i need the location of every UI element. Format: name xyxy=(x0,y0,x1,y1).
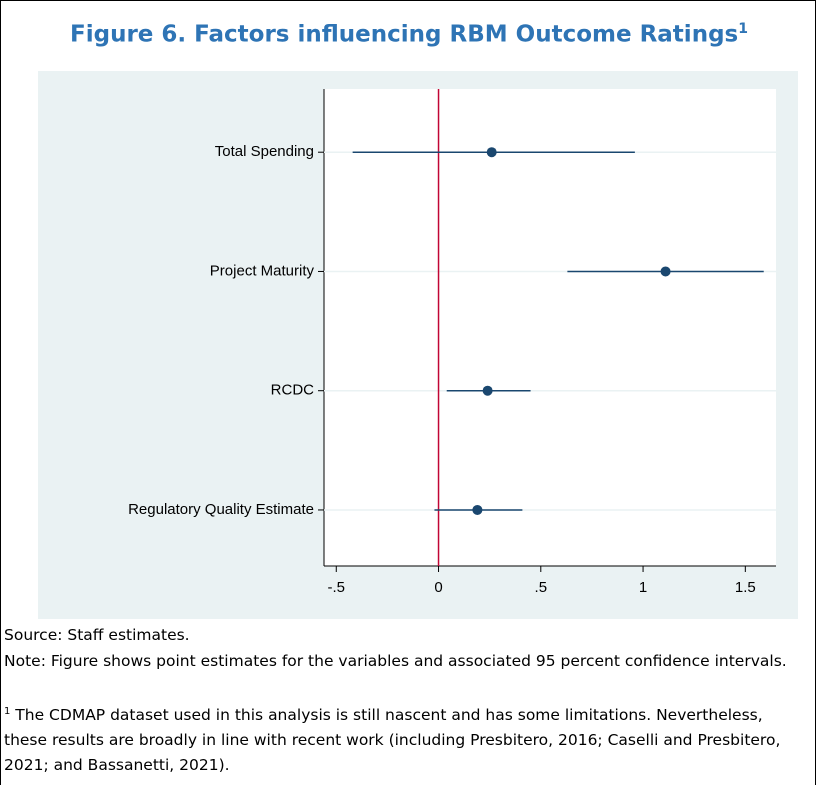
y-tick-label: Regulatory Quality Estimate xyxy=(128,501,314,518)
x-tick-label: .5 xyxy=(535,579,548,596)
point-estimate xyxy=(486,147,497,158)
point-estimate xyxy=(482,385,493,396)
x-tick-label: 0 xyxy=(434,579,442,596)
footnote-mark: 1 xyxy=(738,21,748,37)
x-tick-label: -.5 xyxy=(328,579,346,596)
footnote-mark: 1 xyxy=(4,706,11,717)
footnote: 1 The CDMAP dataset used in this analysi… xyxy=(4,699,794,778)
point-estimate xyxy=(660,266,671,277)
y-tick-label: RCDC xyxy=(271,382,314,399)
source: Source: Staff estimates. xyxy=(4,626,190,644)
figure-title: Figure 6. Factors influencing RBM Outcom… xyxy=(1,21,815,48)
plot-area xyxy=(324,89,776,566)
x-tick-label: 1 xyxy=(639,579,647,596)
title-text: Figure 6. Factors influencing RBM Outcom… xyxy=(70,21,739,48)
x-tick-label: 1.5 xyxy=(735,579,756,596)
point-estimate xyxy=(472,504,483,515)
chart: -.5 0 .5 1 1.5 Total Spending Project Maturity… xyxy=(38,71,798,619)
footnote-text: The CDMAP dataset used in this analysis … xyxy=(4,706,781,775)
y-tick-label: Project Maturity xyxy=(210,262,315,279)
y-tick-label: Total Spending xyxy=(215,143,314,160)
note: Note: Figure shows point estimates for t… xyxy=(4,652,787,670)
